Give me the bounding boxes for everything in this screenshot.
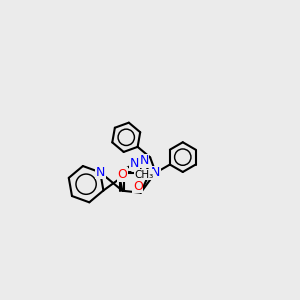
Text: N: N [140,154,149,167]
Text: N: N [130,157,139,170]
Text: CH₃: CH₃ [134,170,154,180]
Text: N: N [95,166,105,179]
Text: N: N [151,166,160,179]
Text: O: O [118,168,127,181]
Text: O: O [133,180,143,193]
